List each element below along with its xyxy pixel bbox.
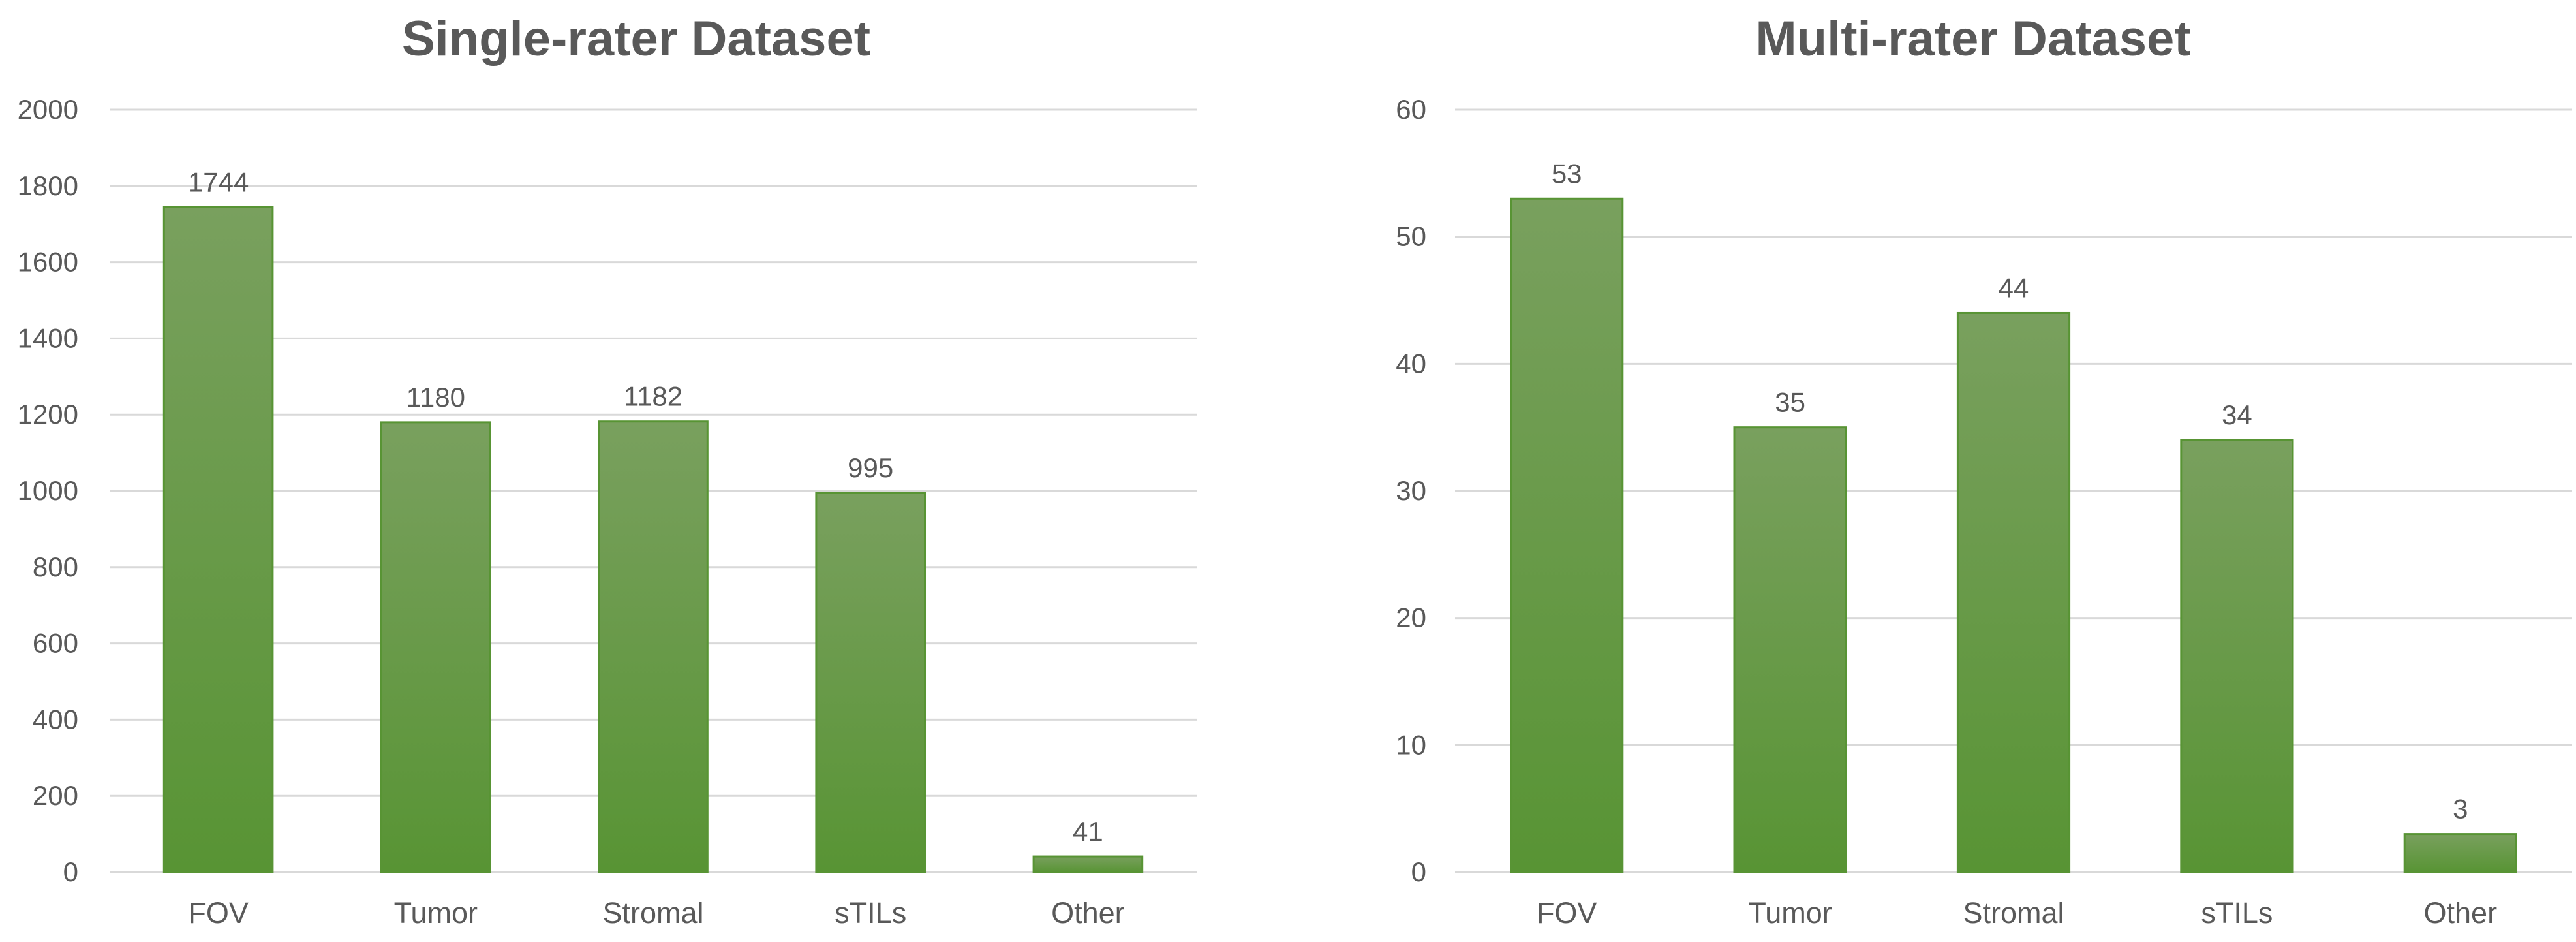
x-category-label: FOV — [188, 896, 249, 930]
y-tick-label: 10 — [1396, 729, 1426, 760]
y-tick-label: 600 — [33, 628, 78, 659]
x-category-label: Other — [2424, 896, 2498, 930]
y-tick-label: 0 — [63, 856, 78, 887]
y-tick-label: 800 — [33, 552, 78, 582]
y-tick-label: 400 — [33, 704, 78, 734]
data-label: 995 — [848, 452, 893, 483]
x-category-label: FOV — [1537, 896, 1597, 930]
bar-tumor — [1734, 428, 1846, 872]
bar-stils — [816, 493, 925, 872]
x-category-label: Stromal — [602, 896, 703, 930]
multi-rater-plot: 0 10 20 30 40 50 60 53 FOV 35 Tumor 44 Stromal 34 sTIL… — [1305, 0, 2576, 942]
x-category-label: Tumor — [1748, 896, 1832, 930]
data-label: 1182 — [624, 381, 682, 412]
bar-tumor — [382, 422, 491, 872]
y-tick-label: 0 — [1411, 856, 1426, 887]
bar-other — [2404, 834, 2516, 872]
multi-rater-chart: Multi-rater Dataset 0 10 20 30 40 50 60 53 FOV 35… — [1305, 0, 2576, 942]
bar-stromal — [1957, 313, 2069, 872]
y-tick-label: 2000 — [18, 94, 78, 125]
data-label: 3 — [2453, 794, 2468, 824]
x-category-label: Tumor — [394, 896, 478, 930]
y-tick-label: 1200 — [18, 399, 78, 430]
data-label: 53 — [1552, 158, 1582, 189]
y-tick-label: 20 — [1396, 603, 1426, 633]
data-label: 44 — [1999, 272, 2029, 303]
data-label: 41 — [1073, 816, 1103, 847]
y-tick-label: 1400 — [18, 322, 78, 353]
data-label: 1180 — [406, 382, 465, 413]
y-tick-label: 200 — [33, 780, 78, 811]
x-category-label: Stromal — [1963, 896, 2064, 930]
y-tick-label: 1800 — [18, 170, 78, 201]
bar-stromal — [599, 422, 708, 872]
y-tick-label: 30 — [1396, 475, 1426, 506]
bar-other — [1034, 856, 1142, 872]
y-tick-label: 40 — [1396, 348, 1426, 379]
bar-fov — [164, 208, 273, 872]
single-rater-plot: 0 200 400 600 800 1000 1200 1400 1600 1800 2000 174… — [0, 0, 1227, 942]
y-tick-label: 1600 — [18, 247, 78, 277]
bar-stils — [2181, 440, 2293, 872]
data-label: 34 — [2222, 400, 2252, 430]
bar-fov — [1511, 198, 1623, 872]
y-tick-label: 50 — [1396, 221, 1426, 252]
x-category-label: Other — [1051, 896, 1125, 930]
x-category-label: sTILs — [835, 896, 906, 930]
y-tick-label: 60 — [1396, 94, 1426, 125]
y-tick-label: 1000 — [18, 475, 78, 506]
data-label: 35 — [1775, 387, 1805, 418]
data-label: 1744 — [188, 167, 249, 198]
single-rater-chart: Single-rater Dataset 0 200 400 600 800 1000 12… — [0, 0, 1227, 942]
x-category-label: sTILs — [2201, 896, 2273, 930]
